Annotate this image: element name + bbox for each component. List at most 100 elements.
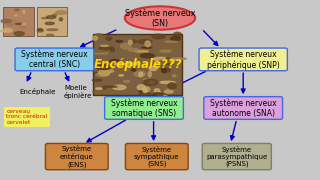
Ellipse shape <box>134 71 146 76</box>
Text: Système nerveux
(SN): Système nerveux (SN) <box>125 8 195 28</box>
Ellipse shape <box>127 85 131 90</box>
Text: Moelle
épinière: Moelle épinière <box>64 85 92 99</box>
Ellipse shape <box>92 36 98 40</box>
Ellipse shape <box>152 34 165 39</box>
Ellipse shape <box>22 23 25 25</box>
Ellipse shape <box>59 18 62 21</box>
Ellipse shape <box>143 87 147 93</box>
FancyBboxPatch shape <box>125 143 188 170</box>
FancyBboxPatch shape <box>3 7 34 36</box>
Ellipse shape <box>164 62 173 63</box>
Ellipse shape <box>139 72 143 77</box>
Ellipse shape <box>95 34 102 37</box>
Ellipse shape <box>135 50 148 52</box>
Ellipse shape <box>162 91 172 95</box>
Ellipse shape <box>129 48 138 51</box>
Ellipse shape <box>96 73 109 76</box>
Ellipse shape <box>143 79 157 85</box>
FancyBboxPatch shape <box>105 97 183 119</box>
Ellipse shape <box>119 75 124 76</box>
Text: Encéphale: Encéphale <box>19 88 56 95</box>
Ellipse shape <box>139 91 146 92</box>
Ellipse shape <box>162 45 170 50</box>
Text: Système
entérique
(ENS): Système entérique (ENS) <box>60 145 94 168</box>
Ellipse shape <box>172 58 187 60</box>
Ellipse shape <box>109 60 119 63</box>
Ellipse shape <box>96 88 102 89</box>
Text: Système
sympathique
(SNS): Système sympathique (SNS) <box>134 146 180 167</box>
Ellipse shape <box>99 70 110 76</box>
Ellipse shape <box>163 68 170 72</box>
Ellipse shape <box>56 11 67 14</box>
Text: Encéphale???: Encéphale??? <box>93 58 182 71</box>
Text: Système
parasympathique
(PSNS): Système parasympathique (PSNS) <box>206 146 268 167</box>
Ellipse shape <box>149 81 155 84</box>
Ellipse shape <box>3 28 12 32</box>
Ellipse shape <box>132 69 136 71</box>
Ellipse shape <box>158 60 165 65</box>
Ellipse shape <box>59 33 66 34</box>
Ellipse shape <box>148 71 151 77</box>
FancyBboxPatch shape <box>202 143 271 170</box>
Ellipse shape <box>37 30 44 32</box>
Ellipse shape <box>125 6 195 30</box>
FancyBboxPatch shape <box>15 48 94 71</box>
Ellipse shape <box>143 79 149 80</box>
Text: Système nerveux
périphérique (SNP): Système nerveux périphérique (SNP) <box>207 49 280 70</box>
Ellipse shape <box>155 73 164 75</box>
Ellipse shape <box>8 23 13 26</box>
Ellipse shape <box>113 85 126 90</box>
Ellipse shape <box>14 32 24 35</box>
Text: cerveau
tronc cérébral
cervelet: cerveau tronc cérébral cervelet <box>6 109 48 125</box>
Ellipse shape <box>93 53 108 54</box>
Ellipse shape <box>171 37 180 41</box>
Ellipse shape <box>100 45 108 46</box>
Ellipse shape <box>102 86 107 89</box>
Ellipse shape <box>52 14 57 17</box>
Ellipse shape <box>90 59 97 65</box>
Ellipse shape <box>156 92 167 97</box>
Ellipse shape <box>124 80 129 83</box>
Ellipse shape <box>132 40 137 43</box>
Ellipse shape <box>160 81 175 84</box>
Ellipse shape <box>165 58 170 62</box>
Text: Système nerveux
somatique (SNS): Système nerveux somatique (SNS) <box>111 98 177 118</box>
Ellipse shape <box>45 22 54 25</box>
FancyBboxPatch shape <box>37 7 67 36</box>
FancyBboxPatch shape <box>199 48 287 71</box>
FancyBboxPatch shape <box>93 34 182 95</box>
Ellipse shape <box>116 40 123 42</box>
Ellipse shape <box>153 93 163 98</box>
Ellipse shape <box>144 87 150 92</box>
Ellipse shape <box>165 59 177 60</box>
Ellipse shape <box>161 68 166 73</box>
Ellipse shape <box>92 79 102 81</box>
Ellipse shape <box>104 66 113 69</box>
Ellipse shape <box>15 9 19 11</box>
FancyBboxPatch shape <box>204 97 283 119</box>
Ellipse shape <box>128 40 132 44</box>
Ellipse shape <box>103 70 114 73</box>
Text: Système nerveux
central (SNC): Système nerveux central (SNC) <box>21 50 88 69</box>
Ellipse shape <box>159 63 171 65</box>
Ellipse shape <box>106 86 117 87</box>
Ellipse shape <box>173 32 182 38</box>
Ellipse shape <box>37 29 43 31</box>
Ellipse shape <box>47 29 58 31</box>
Ellipse shape <box>142 47 152 48</box>
Ellipse shape <box>161 63 165 65</box>
Ellipse shape <box>15 14 17 16</box>
Ellipse shape <box>145 41 150 47</box>
Ellipse shape <box>154 89 160 93</box>
Ellipse shape <box>94 72 98 75</box>
Ellipse shape <box>107 88 112 94</box>
Ellipse shape <box>99 47 112 50</box>
Ellipse shape <box>96 65 111 70</box>
FancyBboxPatch shape <box>45 143 108 170</box>
Ellipse shape <box>149 66 157 71</box>
Ellipse shape <box>106 37 112 40</box>
Ellipse shape <box>165 41 178 42</box>
Text: Système nerveux
autonome (SNA): Système nerveux autonome (SNA) <box>210 98 276 118</box>
Ellipse shape <box>110 47 114 52</box>
Ellipse shape <box>165 89 173 94</box>
